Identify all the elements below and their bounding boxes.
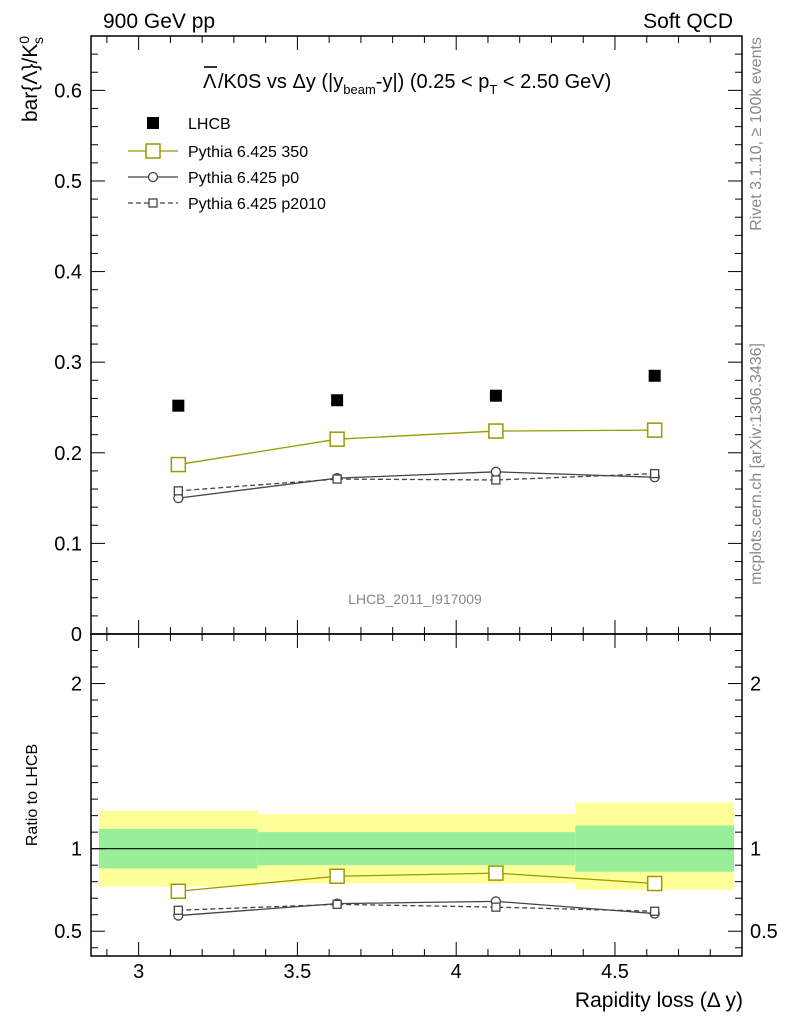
ratio-point-pythia-6-425-350	[488, 865, 504, 881]
title-lambda-glyph: Λ	[203, 71, 217, 93]
point-pythia-6-425-350	[488, 423, 504, 439]
main-y-tick-label: 0.6	[54, 80, 82, 102]
ratio-line-pythia-6-425-p0	[178, 900, 655, 917]
main-series	[170, 369, 663, 504]
main-y-tick-label: 0.3	[54, 352, 82, 374]
legend-label-pythia-6-425-p2010: Pythia 6.425 p2010	[188, 196, 326, 213]
ratio-ticks: 3 3.5 4 4.5 0.5 0.5 1 1 2 2	[54, 634, 778, 983]
rivet-label: Rivet 3.1.10, ≥ 100k events	[748, 37, 765, 231]
main-y-tick-label: 0.4	[54, 262, 82, 284]
mcplots-label: mcplots.cern.ch [arXiv:1306.3436]	[748, 343, 765, 585]
ratio-point-pythia-6-425-350	[170, 883, 187, 900]
legend: LHCB Pythia 6.425 350 Pythia 6.425 p0 Pythi…	[128, 116, 326, 213]
energy-label: 900 GeV pp	[103, 10, 215, 33]
x-tick-label: 3	[133, 961, 144, 983]
point-lhcb	[331, 394, 344, 407]
x-tick-label: 4	[451, 961, 462, 983]
ratio-point-pythia-6-425-p2010	[332, 899, 342, 909]
main-ticks: 0 0.1 0.2 0.3 0.4 0.5 0.6	[54, 36, 743, 646]
legend-marker-lhcb	[147, 117, 159, 129]
title-sub-beam: beam	[343, 82, 376, 97]
title-mid: -y|) (0.25 < p	[376, 71, 490, 93]
legend-marker-pythia-6-425-p0	[147, 171, 159, 183]
legend-label-lhcb: LHCB	[188, 116, 231, 133]
point-lhcb	[489, 389, 502, 402]
ratio-y-tick-label: 2	[71, 674, 82, 696]
point-pythia-6-425-p2010	[650, 468, 660, 479]
ratio-y-tick-label-right: 2	[750, 674, 761, 696]
ratio-point-pythia-6-425-p2010	[173, 905, 183, 915]
main-y-tick-label: 0	[71, 624, 82, 646]
point-pythia-6-425-350	[646, 422, 663, 438]
ratio-y-tick-label-right: 0.5	[750, 921, 778, 943]
ratio-plot-frame	[90, 633, 743, 957]
legend-marker-pythia-6-425-p2010	[148, 198, 158, 208]
x-axis-label: Rapidity loss (Δ y)	[575, 989, 743, 1012]
series-line-pythia-6-425-p0	[178, 471, 655, 499]
point-pythia-6-425-350	[329, 431, 345, 447]
main-y-tick-label: 0.1	[54, 533, 82, 555]
ratio-y-axis-label: Ratio to LHCB	[24, 744, 41, 846]
point-pythia-6-425-p2010	[173, 486, 183, 496]
series-line-pythia-6-425-p2010	[178, 472, 655, 492]
svg-text:/K0S vs Δy (|ybeam-y|) (0.25 <: /K0S vs Δy (|ybeam-y|) (0.25 < pT < 2.50…	[218, 71, 611, 97]
analysis-watermark: LHCB_2011_I917009	[348, 591, 482, 607]
series-line-pythia-6-425-350	[178, 429, 655, 466]
title-tail: < 2.50 GeV)	[497, 71, 611, 93]
ratio-y-tick-label: 1	[71, 839, 82, 861]
x-tick-label: 4.5	[601, 961, 629, 983]
legend-label-pythia-6-425-p0: Pythia 6.425 p0	[188, 170, 299, 187]
point-lhcb	[648, 369, 661, 382]
ratio-bands	[91, 802, 742, 890]
legend-label-pythia-6-425-350: Pythia 6.425 350	[188, 144, 308, 161]
title-sub-t: T	[489, 82, 497, 97]
ratio-point-pythia-6-425-p2010	[491, 902, 501, 912]
ratio-series	[170, 865, 663, 921]
point-pythia-6-425-p0	[490, 466, 502, 477]
point-pythia-6-425-p2010	[491, 475, 501, 485]
category-label: Soft QCD	[643, 10, 733, 33]
ratio-point-pythia-6-425-p2010	[650, 906, 660, 916]
main-y-tick-label: 0.5	[54, 171, 82, 193]
main-y-tick-label: 0.2	[54, 443, 82, 465]
title-lead: /K0S vs Δy (|y	[218, 71, 343, 93]
ratio-y-tick-label-right: 1	[750, 839, 761, 861]
point-pythia-6-425-p2010	[332, 474, 342, 484]
ratio-y-tick-label: 0.5	[54, 921, 82, 943]
ratio-point-pythia-6-425-350	[329, 868, 345, 884]
legend-marker-pythia-6-425-350	[145, 143, 161, 159]
x-tick-label: 3.5	[284, 961, 312, 983]
ratio-point-pythia-6-425-350	[646, 875, 663, 892]
ratio-line-pythia-6-425-350	[178, 872, 655, 892]
point-lhcb	[172, 399, 185, 412]
main-y-axis-label: bar{Λ}/K0s	[16, 36, 46, 122]
point-pythia-6-425-350	[170, 456, 187, 473]
plot-title: Λ /K0S vs Δy (|ybeam-y|) (0.25 < pT < 2.…	[203, 66, 611, 97]
